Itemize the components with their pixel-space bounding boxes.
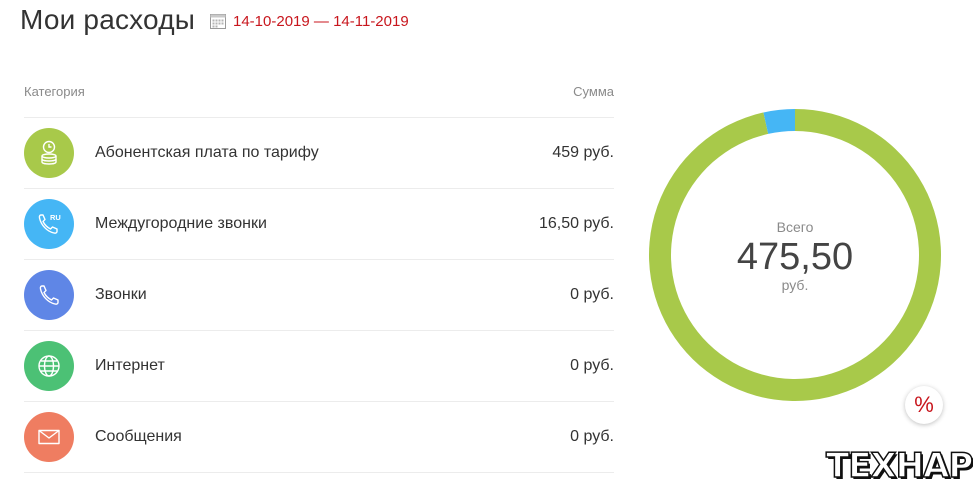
donut-center: Всего 475,50 руб. xyxy=(649,109,941,401)
table-row[interactable]: Звонки 0 руб. xyxy=(24,260,614,331)
table-row[interactable]: RU Междугородние звонки 16,50 руб. xyxy=(24,189,614,260)
category-name: Сообщения xyxy=(95,428,182,445)
category-name: Интернет xyxy=(95,357,165,374)
table-row[interactable]: Абонентская плата по тарифу 459 руб. xyxy=(24,118,614,189)
expenses-table: Категория Сумма Абонентская плата по тар… xyxy=(24,84,614,473)
category-name: Звонки xyxy=(95,286,147,303)
category-name: Междугородние звонки xyxy=(95,215,267,232)
percent-button[interactable]: % xyxy=(905,386,943,424)
total-value: 475,50 xyxy=(736,236,854,278)
donut-slice xyxy=(763,109,795,134)
page-title: Мои расходы xyxy=(20,4,196,35)
expenses-donut-chart xyxy=(649,109,941,401)
category-name: Абонентская плата по тарифу xyxy=(95,144,319,161)
phone-icon xyxy=(24,270,74,320)
column-sum: Сумма xyxy=(573,84,614,99)
period-picker[interactable]: 14-10-2019 — 14-11-2019 xyxy=(209,12,409,30)
watermark-logo: ТЕХНАРЬ xyxy=(825,445,973,487)
svg-text:RU: RU xyxy=(50,213,61,222)
category-amount: 16,50 руб. xyxy=(539,215,614,232)
total-unit: руб. xyxy=(781,277,809,293)
column-category: Категория xyxy=(24,84,85,99)
table-row[interactable]: Сообщения 0 руб. xyxy=(24,402,614,473)
globe-icon xyxy=(24,341,74,391)
envelope-icon xyxy=(24,412,74,462)
total-label: Всего xyxy=(776,219,814,235)
category-amount: 0 руб. xyxy=(570,286,614,303)
phone-ru-icon: RU xyxy=(24,199,74,249)
table-row[interactable]: Интернет 0 руб. xyxy=(24,331,614,402)
category-amount: 459 руб. xyxy=(552,144,614,161)
calendar-icon xyxy=(209,12,227,30)
category-amount: 0 руб. xyxy=(570,357,614,374)
period-text[interactable]: 14-10-2019 — 14-11-2019 xyxy=(233,12,409,30)
coins-clock-icon xyxy=(24,128,74,178)
table-header: Категория Сумма xyxy=(24,84,614,118)
category-amount: 0 руб. xyxy=(570,428,614,445)
